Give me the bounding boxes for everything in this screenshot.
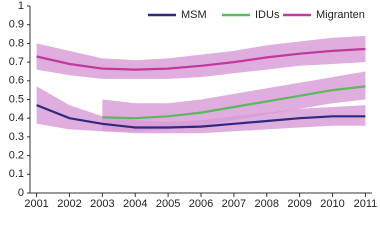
x-tick-label: 2011: [354, 198, 378, 210]
x-tick-label: 2004: [123, 198, 147, 210]
line: [102, 85, 366, 120]
legend-label: MSM: [181, 9, 207, 21]
x-tick-label: 2003: [90, 198, 114, 210]
x-tick-label: 2001: [24, 198, 48, 210]
x-tick-label: 2002: [57, 198, 81, 210]
y-tick-label: 1: [18, 0, 24, 12]
confidence-band: [36, 35, 366, 79]
x-tick-label: 2007: [222, 198, 246, 210]
x-tick-label: 2008: [255, 198, 279, 210]
y-tick-label: 0: [18, 187, 24, 199]
x-tick-label: 2005: [156, 198, 180, 210]
y-tick-label: 0.7: [9, 56, 24, 68]
x-tick-label: 2010: [320, 198, 344, 210]
y-tick-label: 0.6: [9, 75, 24, 87]
legend-label: IDUs: [255, 9, 280, 21]
y-tick-label: 0.2: [9, 150, 24, 162]
line: [36, 47, 366, 71]
line: [36, 104, 366, 129]
y-tick-label: 0.1: [9, 168, 24, 180]
x-tick-label: 2006: [189, 198, 213, 210]
chart: 0 0.1 0.2 0.3 0.4 0.5 0.6 0.7 0.8 0.9 1 2001 2002 200…: [9, 0, 378, 210]
legend-label: Migranten: [316, 9, 365, 21]
x-tick-label: 2009: [287, 198, 311, 210]
y-tick-label: 0.4: [9, 112, 24, 124]
y-tick-label: 0.9: [9, 19, 24, 31]
y-tick-label: 0.5: [9, 93, 24, 105]
y-tick-label: 0.3: [9, 131, 24, 143]
y-tick-label: 0.8: [9, 37, 24, 49]
